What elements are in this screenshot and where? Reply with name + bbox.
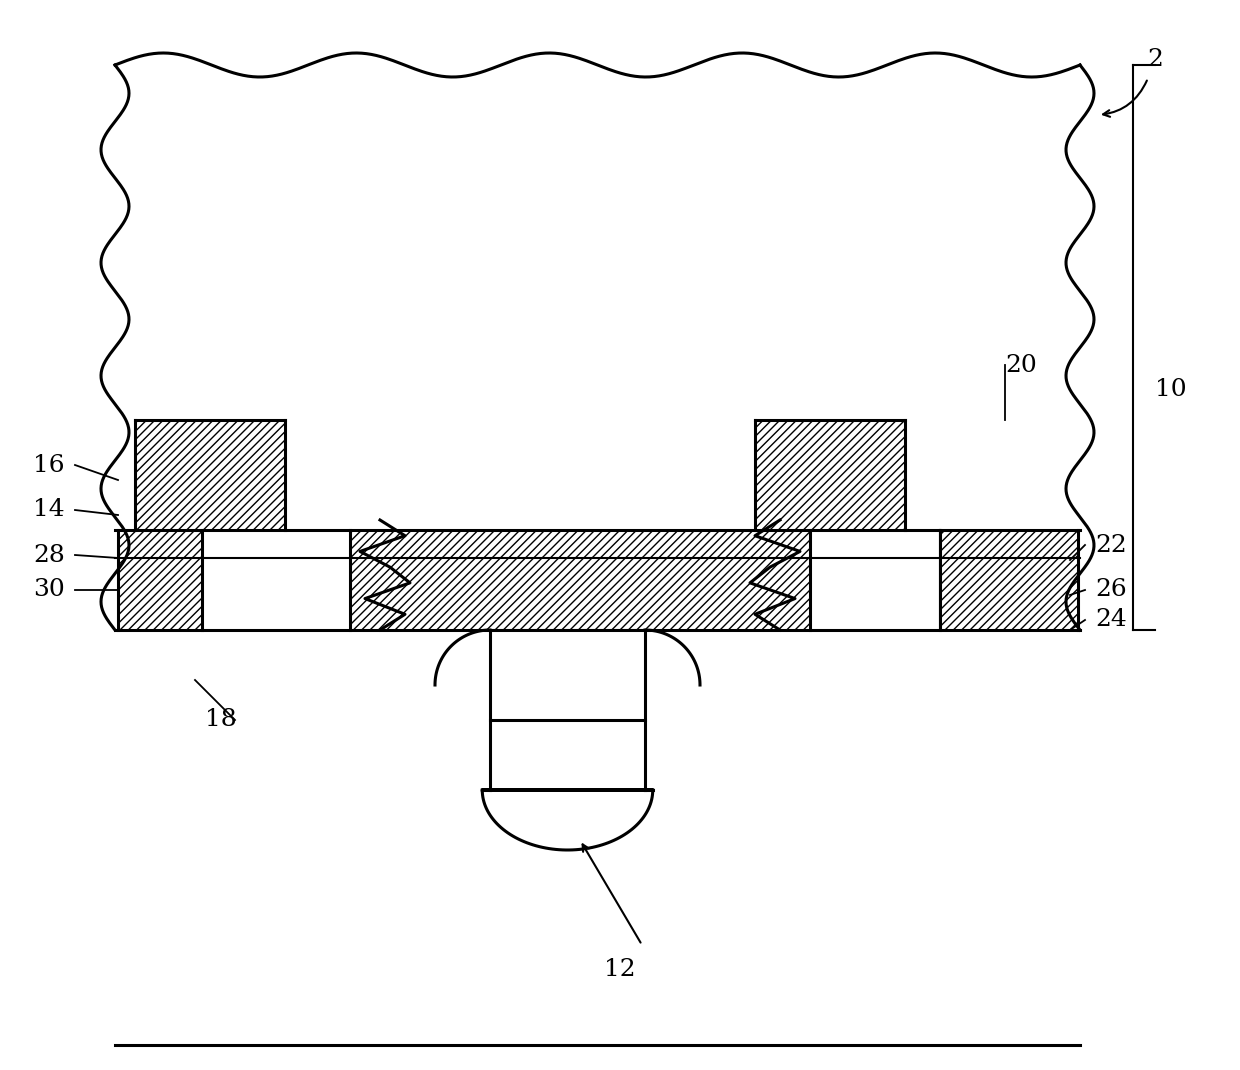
Text: 22: 22: [1095, 534, 1127, 556]
Text: 14: 14: [33, 499, 64, 521]
Text: 18: 18: [205, 708, 237, 732]
Text: 30: 30: [33, 579, 64, 601]
Text: 12: 12: [604, 959, 636, 981]
Bar: [490, 630, 645, 790]
Text: 2: 2: [1147, 48, 1163, 72]
Polygon shape: [482, 790, 652, 850]
Bar: [118, 530, 202, 630]
Bar: [202, 530, 350, 630]
Text: 10: 10: [1154, 379, 1187, 401]
Bar: [810, 530, 940, 630]
Text: 26: 26: [1095, 579, 1127, 601]
Bar: [755, 421, 905, 530]
Text: 28: 28: [33, 544, 64, 566]
Bar: [135, 421, 285, 530]
Bar: [940, 530, 1078, 630]
Text: 20: 20: [1004, 353, 1037, 377]
Bar: [115, 65, 1080, 630]
Bar: [350, 530, 810, 630]
Text: 16: 16: [33, 454, 64, 476]
Text: 24: 24: [1095, 609, 1127, 631]
